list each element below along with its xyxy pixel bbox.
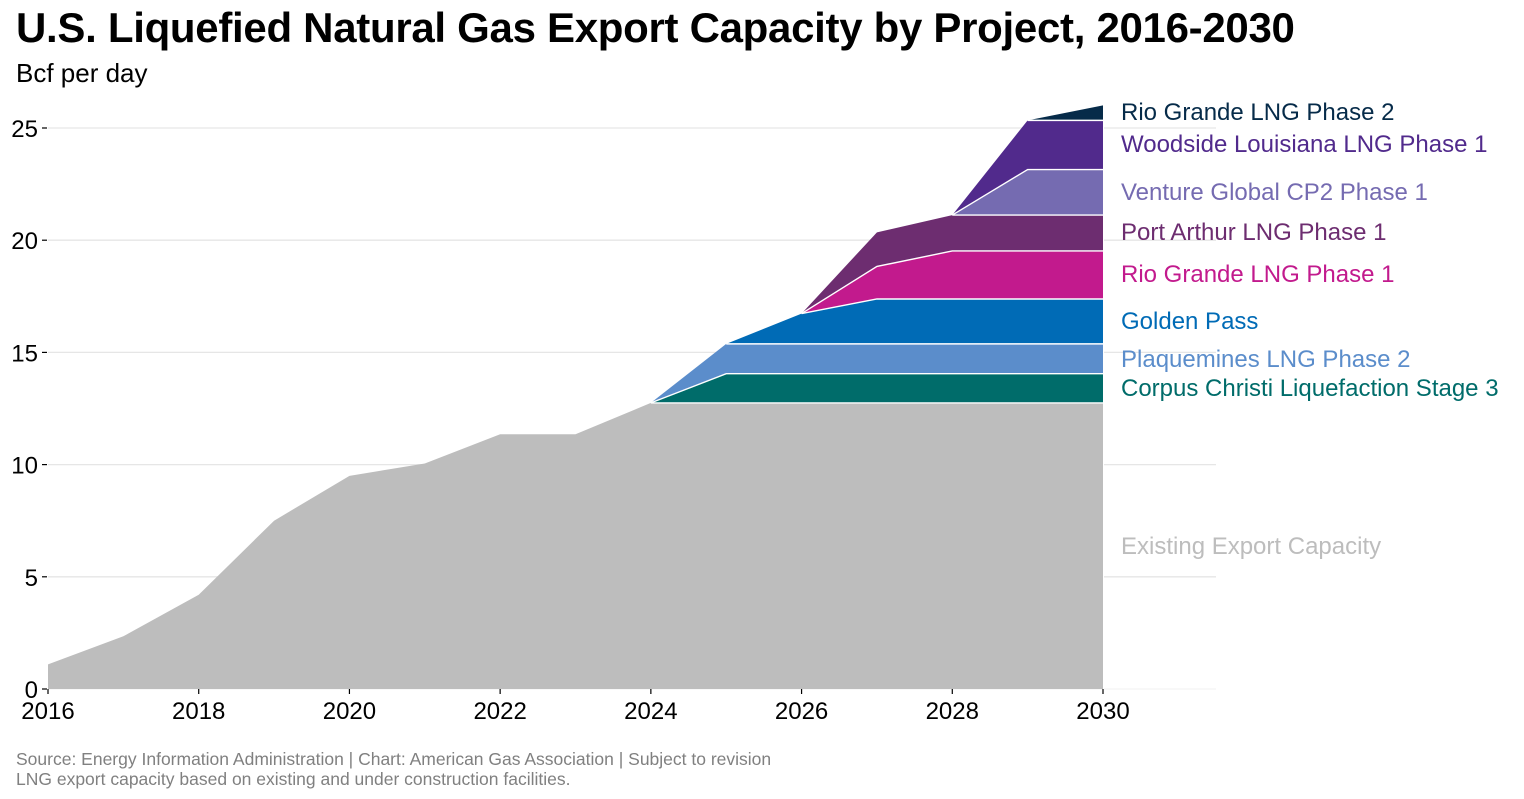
series-label-corpus-christi-liquefaction-stage-3: Corpus Christi Liquefaction Stage 3	[1121, 375, 1499, 402]
x-tick-label: 2022	[473, 698, 526, 725]
series-label-venture-global-cp2-phase-1: Venture Global CP2 Phase 1	[1121, 179, 1428, 206]
axes: 0 5 10 15 20 25 2016 2018 2020 2022 2024 2026 2028 20…	[11, 116, 1129, 725]
x-tick-label: 2030	[1076, 698, 1129, 725]
series-label-rio-grande-lng-phase-2: Rio Grande LNG Phase 2	[1121, 99, 1394, 126]
chart-title: U.S. Liquefied Natural Gas Export Capaci…	[16, 4, 1295, 51]
area-golden-pass	[48, 298, 1103, 665]
area-rio-grande-lng-phase-1	[48, 250, 1103, 665]
series-label-existing-export-capacity: Existing Export Capacity	[1121, 533, 1381, 560]
series-separator	[951, 168, 1103, 216]
x-tick-label: 2018	[172, 698, 225, 725]
source-note: Source: Energy Information Administratio…	[16, 749, 772, 769]
series-label-plaquemines-lng-phase-2: Plaquemines LNG Phase 2	[1121, 346, 1411, 373]
y-tick-label: 15	[11, 340, 38, 367]
area-existing-export-capacity	[48, 402, 1103, 689]
y-tick-label: 0	[25, 677, 38, 704]
series-separator	[650, 373, 1103, 404]
series-label-woodside-louisiana-lng-phase-1: Woodside Louisiana LNG Phase 1	[1121, 131, 1487, 158]
x-tick-label: 2016	[21, 698, 74, 725]
area-series	[48, 105, 1104, 689]
chart-subtitle: Bcf per day	[16, 58, 148, 88]
y-tick-label: 10	[11, 453, 38, 480]
series-separator	[801, 298, 1103, 315]
y-tick-label: 5	[25, 565, 38, 592]
x-tick-label: 2026	[775, 698, 828, 725]
series-label-rio-grande-lng-phase-1: Rio Grande LNG Phase 1	[1121, 261, 1394, 288]
x-tick-label: 2020	[323, 698, 376, 725]
chart-footer: Source: Energy Information Administratio…	[16, 749, 772, 789]
x-tick-label: 2028	[926, 698, 979, 725]
series-label-port-arthur-lng-phase-1: Port Arthur LNG Phase 1	[1121, 219, 1386, 246]
series-label-golden-pass: Golden Pass	[1121, 308, 1258, 335]
y-tick-label: 25	[11, 116, 38, 143]
y-tick-label: 20	[11, 228, 38, 255]
series-labels: Existing Export Capacity Corpus Christi L…	[1121, 99, 1499, 560]
series-separator	[801, 250, 1103, 315]
methodology-note: LNG export capacity based on existing an…	[16, 768, 571, 789]
area-woodside-louisiana-lng-phase-1	[48, 120, 1103, 665]
x-tick-label: 2024	[624, 698, 677, 725]
